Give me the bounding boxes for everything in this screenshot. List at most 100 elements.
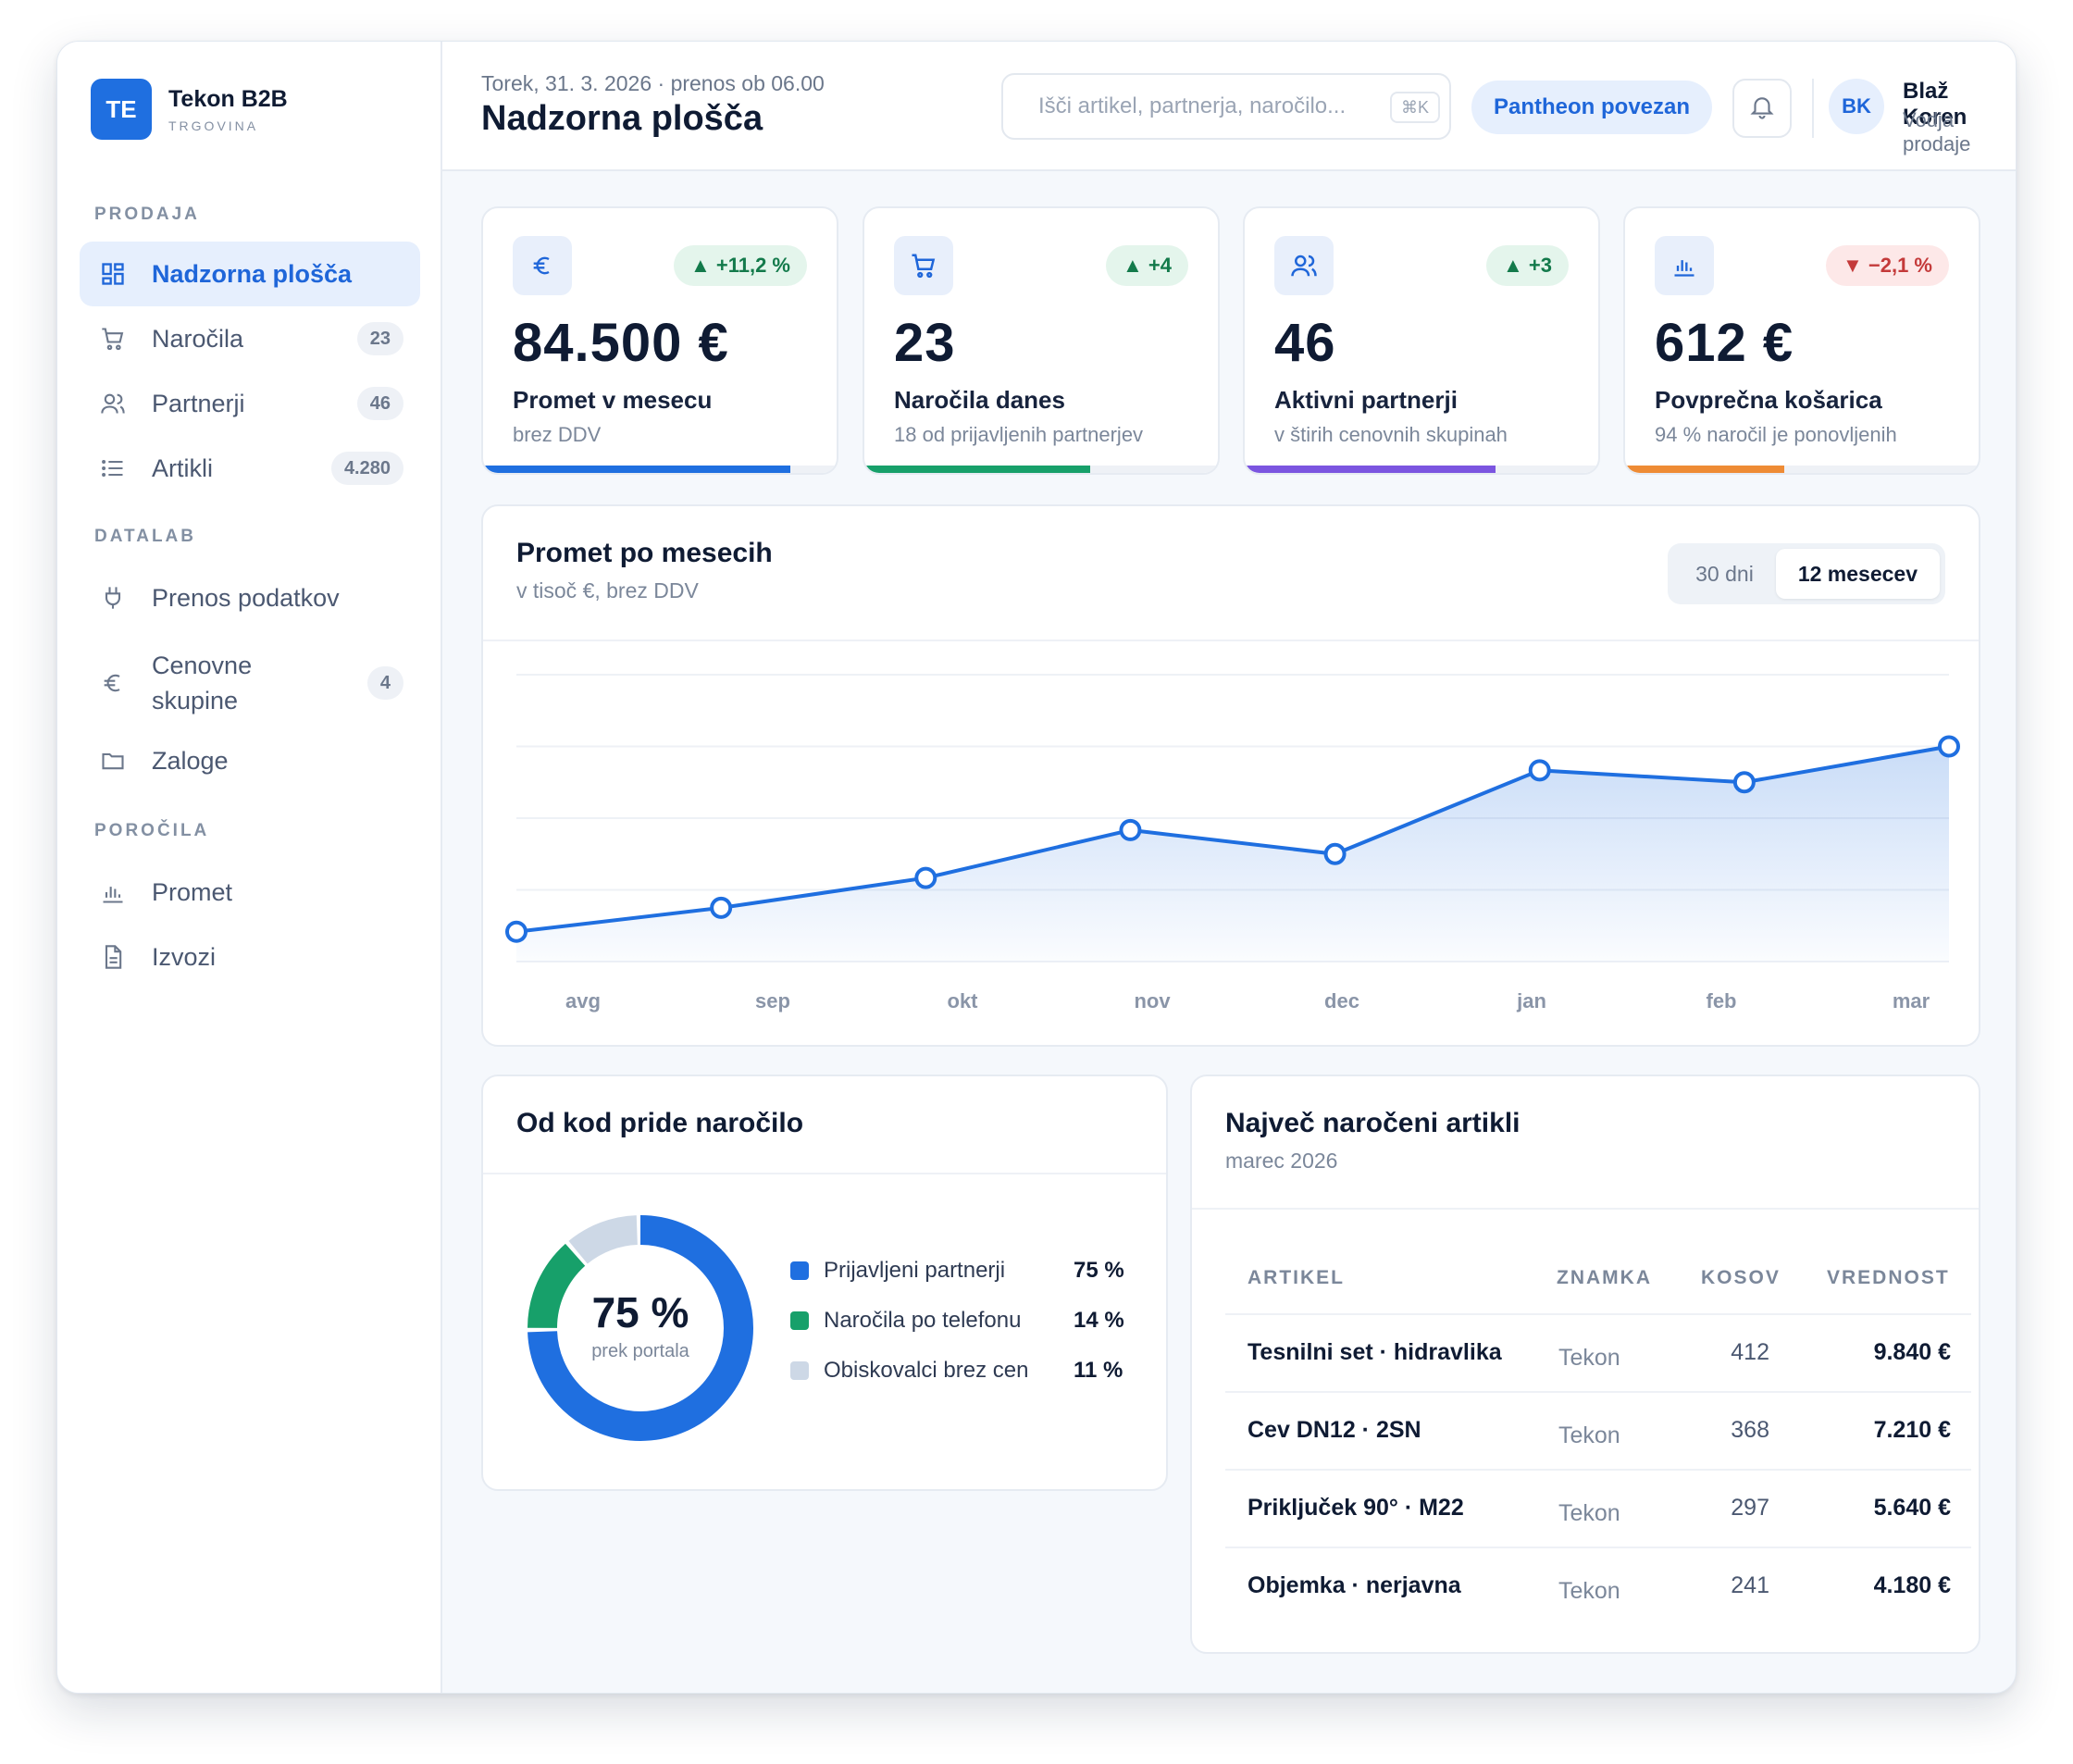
kpi-subtext: 94 % naročil je ponovljenih (1655, 423, 1897, 446)
x-tick-label: avg (565, 989, 601, 1012)
top-items-panel: Največ naročeni artikli marec 2026 ARTIK… (1190, 1075, 1980, 1654)
cart-icon (894, 236, 953, 295)
series-line (515, 744, 1950, 934)
bell-icon (1748, 93, 1776, 125)
article-brand: Tekon (1558, 1422, 1620, 1448)
donut-center-label: prek portala (591, 1341, 689, 1361)
search-input[interactable]: Išči artikel, partnerja, naročilo... ⌘K (1001, 73, 1451, 140)
sidebar-item-data-transfer[interactable]: Prenos podatkov (80, 565, 420, 630)
sidebar-item-stock[interactable]: Zaloge (80, 728, 420, 793)
article-value: 4.180 € (1873, 1572, 1951, 1598)
area-fill (516, 746, 1949, 962)
table-row[interactable]: Objemka · nerjavna Tekon 241 4.180 € (1225, 1547, 1971, 1624)
kpi-progress-bar (1625, 466, 1784, 473)
notifications-button[interactable] (1732, 79, 1792, 138)
article-value: 5.640 € (1873, 1495, 1951, 1521)
legend-swatch (790, 1361, 809, 1380)
kpi-progress-bar (1245, 466, 1496, 473)
sidebar-item-dashboard[interactable]: Nadzorna plošča (80, 242, 420, 306)
legend-item: Naročila po telefonu 14 % (790, 1302, 1124, 1339)
sidebar-item-articles[interactable]: Artikli 4.280 (80, 436, 420, 501)
user-name[interactable]: Blaž Koren (1903, 79, 1967, 130)
tab-12-months[interactable]: 12 mesecev (1775, 549, 1940, 599)
sidebar-item-price-groups[interactable]: Cenovne skupine 4 (80, 641, 420, 725)
sidebar-item-label: Zaloge (152, 747, 229, 775)
panel-subtitle: marec 2026 (1225, 1149, 1338, 1173)
kpi-subtext: brez DDV (513, 423, 602, 446)
legend-swatch (790, 1311, 809, 1330)
legend-swatch (790, 1261, 809, 1280)
kpi-card-revenue[interactable]: ▲ +11,2 % 84.500 € Promet v mesecu brez … (481, 206, 838, 475)
sidebar-item-exports[interactable]: Izvozi (80, 925, 420, 989)
sidebar-item-partners[interactable]: Partnerji 46 (80, 371, 420, 436)
column-header-brand[interactable]: ZNAMKA (1557, 1267, 1652, 1288)
trend-badge: ▲ +3 (1486, 245, 1569, 286)
panel-title: Promet po mesecih (516, 538, 773, 568)
article-quantity: 241 (1731, 1572, 1769, 1598)
euro-icon (513, 236, 572, 295)
plug-icon (98, 583, 128, 613)
tab-30-days[interactable]: 30 dni (1695, 561, 1754, 586)
article-value: 9.840 € (1873, 1339, 1951, 1365)
kpi-value: 23 (894, 313, 956, 373)
trend-badge: ▲ +4 (1106, 245, 1188, 286)
divider (483, 1173, 1166, 1174)
dashboard-icon (98, 259, 128, 289)
nav-section-prodaja: PRODAJA (94, 205, 200, 224)
donut-center-value: 75 % (591, 1288, 689, 1336)
trend-badge: ▲ +11,2 % (673, 245, 807, 286)
revenue-chart-panel: Promet po mesecih v tisoč €, brez DDV 30… (481, 504, 1980, 1047)
table-row[interactable]: Priključek 90° · M22 Tekon 297 5.640 € (1225, 1469, 1971, 1547)
article-name: Objemka · nerjavna (1248, 1572, 1461, 1598)
sidebar-item-label: Izvozi (152, 943, 217, 971)
column-header-article[interactable]: ARTIKEL (1248, 1267, 1345, 1288)
article-value: 7.210 € (1873, 1417, 1951, 1443)
brand-name: Tekon B2B (168, 85, 288, 112)
brand[interactable]: TE Tekon B2B TRGOVINA (91, 79, 288, 140)
bar-chart-icon (1655, 236, 1714, 295)
avatar[interactable]: BK (1829, 79, 1884, 134)
list-icon (98, 453, 128, 483)
table-row[interactable]: Tesnilni set · hidravlika Tekon 412 9.84… (1225, 1313, 1971, 1391)
trend-badge: ▼ −2,1 % (1826, 245, 1949, 286)
x-tick-label: nov (1134, 989, 1171, 1012)
x-tick-label: okt (948, 989, 979, 1012)
revenue-line-chart: avg sep okt nov dec jan feb mar (505, 674, 1960, 1012)
legend-value: 14 % (1074, 1308, 1124, 1333)
divider (483, 640, 1979, 641)
data-point (1528, 759, 1551, 782)
article-brand: Tekon (1558, 1500, 1620, 1526)
count-badge: 46 (356, 387, 403, 420)
sidebar-item-label: Artikli (152, 454, 213, 482)
kpi-card-basket[interactable]: ▼ −2,1 % 612 € Povprečna košarica 94 % n… (1623, 206, 1980, 475)
kpi-progress-track (1625, 466, 1979, 473)
x-tick-label: jan (1516, 989, 1546, 1012)
sidebar-item-orders[interactable]: Naročila 23 (80, 306, 420, 371)
article-name: Priključek 90° · M22 (1248, 1495, 1464, 1521)
donut-slice (528, 1215, 753, 1441)
kpi-value: 46 (1274, 313, 1336, 373)
count-badge: 4.280 (330, 452, 403, 485)
kpi-progress-track (1245, 466, 1598, 473)
article-name: Cev DN12 · 2SN (1248, 1417, 1421, 1443)
x-tick-label: feb (1707, 989, 1737, 1012)
search-placeholder: Išči artikel, partnerja, naročilo... (1038, 93, 1347, 118)
column-header-value[interactable]: VREDNOST (1827, 1267, 1950, 1288)
sidebar-item-revenue[interactable]: Promet (80, 860, 420, 925)
data-point (1323, 842, 1347, 865)
table-row[interactable]: Cev DN12 · 2SN Tekon 368 7.210 € (1225, 1391, 1971, 1469)
data-point (914, 866, 937, 889)
shortcut-hint: ⌘K (1389, 92, 1440, 123)
connection-status-badge[interactable]: Pantheon povezan (1471, 81, 1713, 134)
article-quantity: 297 (1731, 1495, 1769, 1521)
legend-item: Obiskovalci brez cen 11 % (790, 1352, 1123, 1389)
user-role: Vodja prodaje (1903, 108, 1971, 155)
brand-logo: TE (91, 79, 152, 140)
kpi-card-orders[interactable]: ▲ +4 23 Naročila danes 18 od prijavljeni… (863, 206, 1220, 475)
legend-label: Obiskovalci brez cen (824, 1358, 1029, 1383)
divider (1192, 1208, 1979, 1210)
column-header-quantity[interactable]: KOSOV (1701, 1267, 1781, 1288)
kpi-card-partners[interactable]: ▲ +3 46 Aktivni partnerji v štirih cenov… (1243, 206, 1600, 475)
legend-value: 11 % (1074, 1358, 1123, 1383)
article-name: Tesnilni set · hidravlika (1248, 1339, 1502, 1365)
